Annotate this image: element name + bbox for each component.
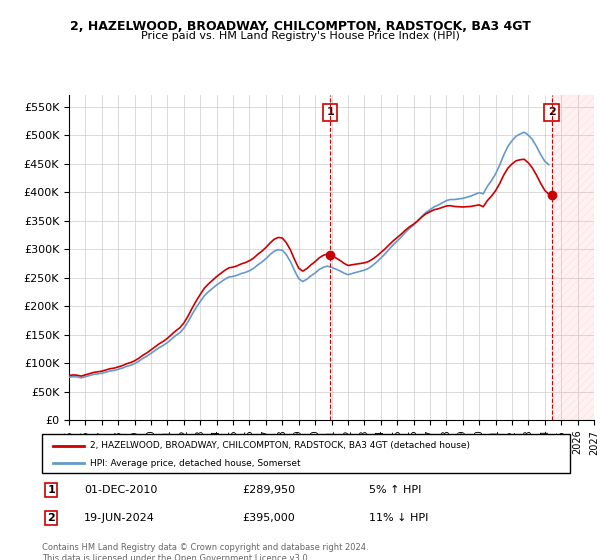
FancyBboxPatch shape	[42, 434, 570, 473]
Text: 2, HAZELWOOD, BROADWAY, CHILCOMPTON, RADSTOCK, BA3 4GT (detached house): 2, HAZELWOOD, BROADWAY, CHILCOMPTON, RAD…	[89, 441, 470, 450]
Bar	[551, 95, 594, 420]
Text: 2: 2	[47, 513, 55, 523]
Text: 2, HAZELWOOD, BROADWAY, CHILCOMPTON, RADSTOCK, BA3 4GT: 2, HAZELWOOD, BROADWAY, CHILCOMPTON, RAD…	[70, 20, 530, 32]
Text: £395,000: £395,000	[242, 513, 295, 523]
Text: 2: 2	[548, 108, 556, 117]
Text: 19-JUN-2024: 19-JUN-2024	[84, 513, 155, 523]
Text: Price paid vs. HM Land Registry's House Price Index (HPI): Price paid vs. HM Land Registry's House …	[140, 31, 460, 41]
Text: 1: 1	[326, 108, 334, 117]
Text: 5% ↑ HPI: 5% ↑ HPI	[370, 485, 422, 495]
Text: £289,950: £289,950	[242, 485, 296, 495]
Text: Contains HM Land Registry data © Crown copyright and database right 2024.
This d: Contains HM Land Registry data © Crown c…	[42, 543, 368, 560]
Text: HPI: Average price, detached house, Somerset: HPI: Average price, detached house, Some…	[89, 459, 300, 468]
Text: 11% ↓ HPI: 11% ↓ HPI	[370, 513, 429, 523]
Text: 1: 1	[47, 485, 55, 495]
Text: 01-DEC-2010: 01-DEC-2010	[84, 485, 158, 495]
